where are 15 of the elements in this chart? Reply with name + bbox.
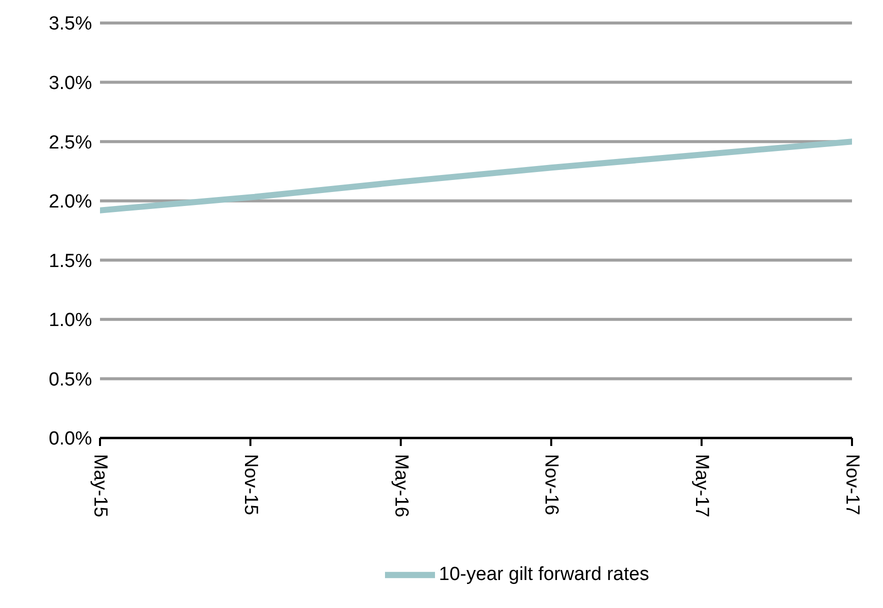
y-tick-label: 1.0% bbox=[48, 310, 92, 332]
x-tick-label: May-17 bbox=[691, 454, 712, 518]
y-tick-label: 2.0% bbox=[48, 192, 92, 213]
y-tick-label: 2.5% bbox=[48, 132, 92, 154]
x-tick-label: May-16 bbox=[390, 454, 412, 518]
x-tick-label: May-15 bbox=[90, 454, 110, 518]
x-tick-label: Nov-15 bbox=[240, 454, 261, 516]
y-tick-label: 3.5% bbox=[48, 14, 92, 35]
y-tick-label: 1.5% bbox=[48, 250, 92, 272]
y-tick-label: 0.0% bbox=[48, 428, 92, 450]
y-tick-label: 0.5% bbox=[48, 369, 92, 390]
y-tick-label: 3.0% bbox=[48, 73, 92, 94]
legend-label: 10-year gilt forward rates bbox=[438, 564, 650, 586]
x-tick-label: Nov-17 bbox=[842, 454, 862, 516]
x-tick-label: Nov-16 bbox=[540, 454, 562, 516]
